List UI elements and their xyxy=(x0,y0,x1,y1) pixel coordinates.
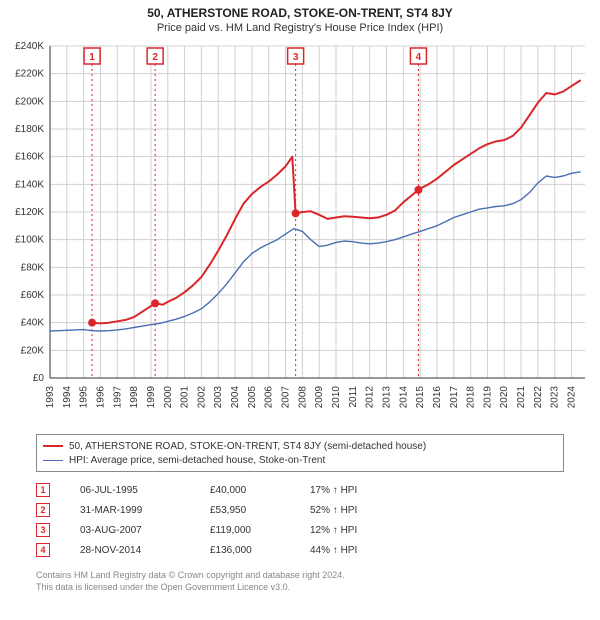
sale-price: £53,950 xyxy=(210,505,310,516)
svg-text:£80K: £80K xyxy=(21,262,45,273)
sale-pct-vs-hpi: 12% ↑ HPI xyxy=(310,525,460,536)
svg-text:1996: 1996 xyxy=(95,386,106,409)
svg-text:2000: 2000 xyxy=(163,386,174,409)
svg-text:£40K: £40K xyxy=(21,318,45,329)
svg-text:1994: 1994 xyxy=(62,386,73,409)
svg-text:£60K: £60K xyxy=(21,290,45,301)
price-chart: £0 £20K £40K £60K £80K £100K £120K £140K £160K £1… xyxy=(0,38,600,428)
sales-row: 231-MAR-1999£53,95052% ↑ HPI xyxy=(36,500,564,520)
sale-price: £40,000 xyxy=(210,485,310,496)
svg-text:2024: 2024 xyxy=(567,386,578,409)
sale-pct-vs-hpi: 44% ↑ HPI xyxy=(310,545,460,556)
svg-text:2008: 2008 xyxy=(297,386,308,409)
svg-text:£200K: £200K xyxy=(15,96,44,107)
sale-price: £119,000 xyxy=(210,525,310,536)
sale-badge: 2 xyxy=(36,503,50,517)
svg-text:2019: 2019 xyxy=(482,386,493,409)
svg-text:1: 1 xyxy=(89,52,95,63)
svg-text:£20K: £20K xyxy=(21,345,45,356)
svg-text:2021: 2021 xyxy=(516,386,527,409)
svg-text:1993: 1993 xyxy=(45,386,56,409)
legend-swatch xyxy=(43,445,63,447)
sale-marker-dot xyxy=(151,299,159,307)
sales-table: 106-JUL-1995£40,00017% ↑ HPI231-MAR-1999… xyxy=(36,480,564,560)
sale-pct-vs-hpi: 17% ↑ HPI xyxy=(310,485,460,496)
sale-badge: 3 xyxy=(36,523,50,537)
footer-line2: This data is licensed under the Open Gov… xyxy=(36,582,564,594)
sale-date: 03-AUG-2007 xyxy=(50,525,210,536)
svg-text:2017: 2017 xyxy=(449,386,460,409)
svg-text:2012: 2012 xyxy=(365,386,376,409)
sales-row: 106-JUL-1995£40,00017% ↑ HPI xyxy=(36,480,564,500)
svg-text:£120K: £120K xyxy=(15,207,44,218)
svg-text:2002: 2002 xyxy=(196,386,207,409)
legend-row: 50, ATHERSTONE ROAD, STOKE-ON-TRENT, ST4… xyxy=(43,439,557,453)
svg-text:2022: 2022 xyxy=(533,386,544,409)
sale-marker-dot xyxy=(88,319,96,327)
sale-pct-vs-hpi: 52% ↑ HPI xyxy=(310,505,460,516)
svg-text:2006: 2006 xyxy=(264,386,275,409)
svg-text:2020: 2020 xyxy=(499,386,510,409)
chart-svg: £0 £20K £40K £60K £80K £100K £120K £140K £160K £1… xyxy=(0,38,600,428)
footer-line1: Contains HM Land Registry data © Crown c… xyxy=(36,570,564,582)
svg-text:2004: 2004 xyxy=(230,386,241,409)
svg-text:£240K: £240K xyxy=(15,41,44,52)
svg-text:2023: 2023 xyxy=(550,386,561,409)
legend-label: HPI: Average price, semi-detached house,… xyxy=(69,455,325,466)
legend-swatch xyxy=(43,460,63,461)
svg-text:2013: 2013 xyxy=(381,386,392,409)
svg-text:£180K: £180K xyxy=(15,124,44,135)
svg-text:2005: 2005 xyxy=(247,386,258,409)
svg-text:4: 4 xyxy=(416,52,422,63)
svg-text:1995: 1995 xyxy=(79,386,90,409)
svg-text:2009: 2009 xyxy=(314,386,325,409)
sale-marker-dot xyxy=(414,186,422,194)
svg-text:3: 3 xyxy=(293,52,299,63)
sales-row: 303-AUG-2007£119,00012% ↑ HPI xyxy=(36,520,564,540)
svg-text:2011: 2011 xyxy=(348,386,359,408)
svg-text:1997: 1997 xyxy=(112,386,123,409)
legend: 50, ATHERSTONE ROAD, STOKE-ON-TRENT, ST4… xyxy=(36,434,564,472)
sale-marker-dot xyxy=(292,209,300,217)
svg-text:£220K: £220K xyxy=(15,69,44,80)
svg-text:1998: 1998 xyxy=(129,386,140,409)
sale-badge: 1 xyxy=(36,483,50,497)
sale-date: 06-JUL-1995 xyxy=(50,485,210,496)
sale-date: 28-NOV-2014 xyxy=(50,545,210,556)
sales-row: 428-NOV-2014£136,00044% ↑ HPI xyxy=(36,540,564,560)
legend-row: HPI: Average price, semi-detached house,… xyxy=(43,453,557,467)
svg-text:2003: 2003 xyxy=(213,386,224,409)
svg-text:2010: 2010 xyxy=(331,386,342,409)
svg-text:1999: 1999 xyxy=(146,386,157,409)
svg-text:£0: £0 xyxy=(33,373,45,384)
legend-label: 50, ATHERSTONE ROAD, STOKE-ON-TRENT, ST4… xyxy=(69,441,426,452)
svg-text:2016: 2016 xyxy=(432,386,443,409)
chart-title: 50, ATHERSTONE ROAD, STOKE-ON-TRENT, ST4… xyxy=(0,6,600,20)
svg-text:2001: 2001 xyxy=(180,386,191,409)
sale-date: 31-MAR-1999 xyxy=(50,505,210,516)
svg-text:2014: 2014 xyxy=(398,386,409,409)
svg-text:2018: 2018 xyxy=(466,386,477,409)
svg-text:£100K: £100K xyxy=(15,235,44,246)
footer-attribution: Contains HM Land Registry data © Crown c… xyxy=(36,570,564,593)
svg-text:£140K: £140K xyxy=(15,179,44,190)
svg-text:2: 2 xyxy=(152,52,158,63)
sale-badge: 4 xyxy=(36,543,50,557)
sale-price: £136,000 xyxy=(210,545,310,556)
svg-text:£160K: £160K xyxy=(15,152,44,163)
svg-text:2007: 2007 xyxy=(281,386,292,409)
chart-subtitle: Price paid vs. HM Land Registry's House … xyxy=(0,22,600,34)
svg-text:2015: 2015 xyxy=(415,386,426,409)
